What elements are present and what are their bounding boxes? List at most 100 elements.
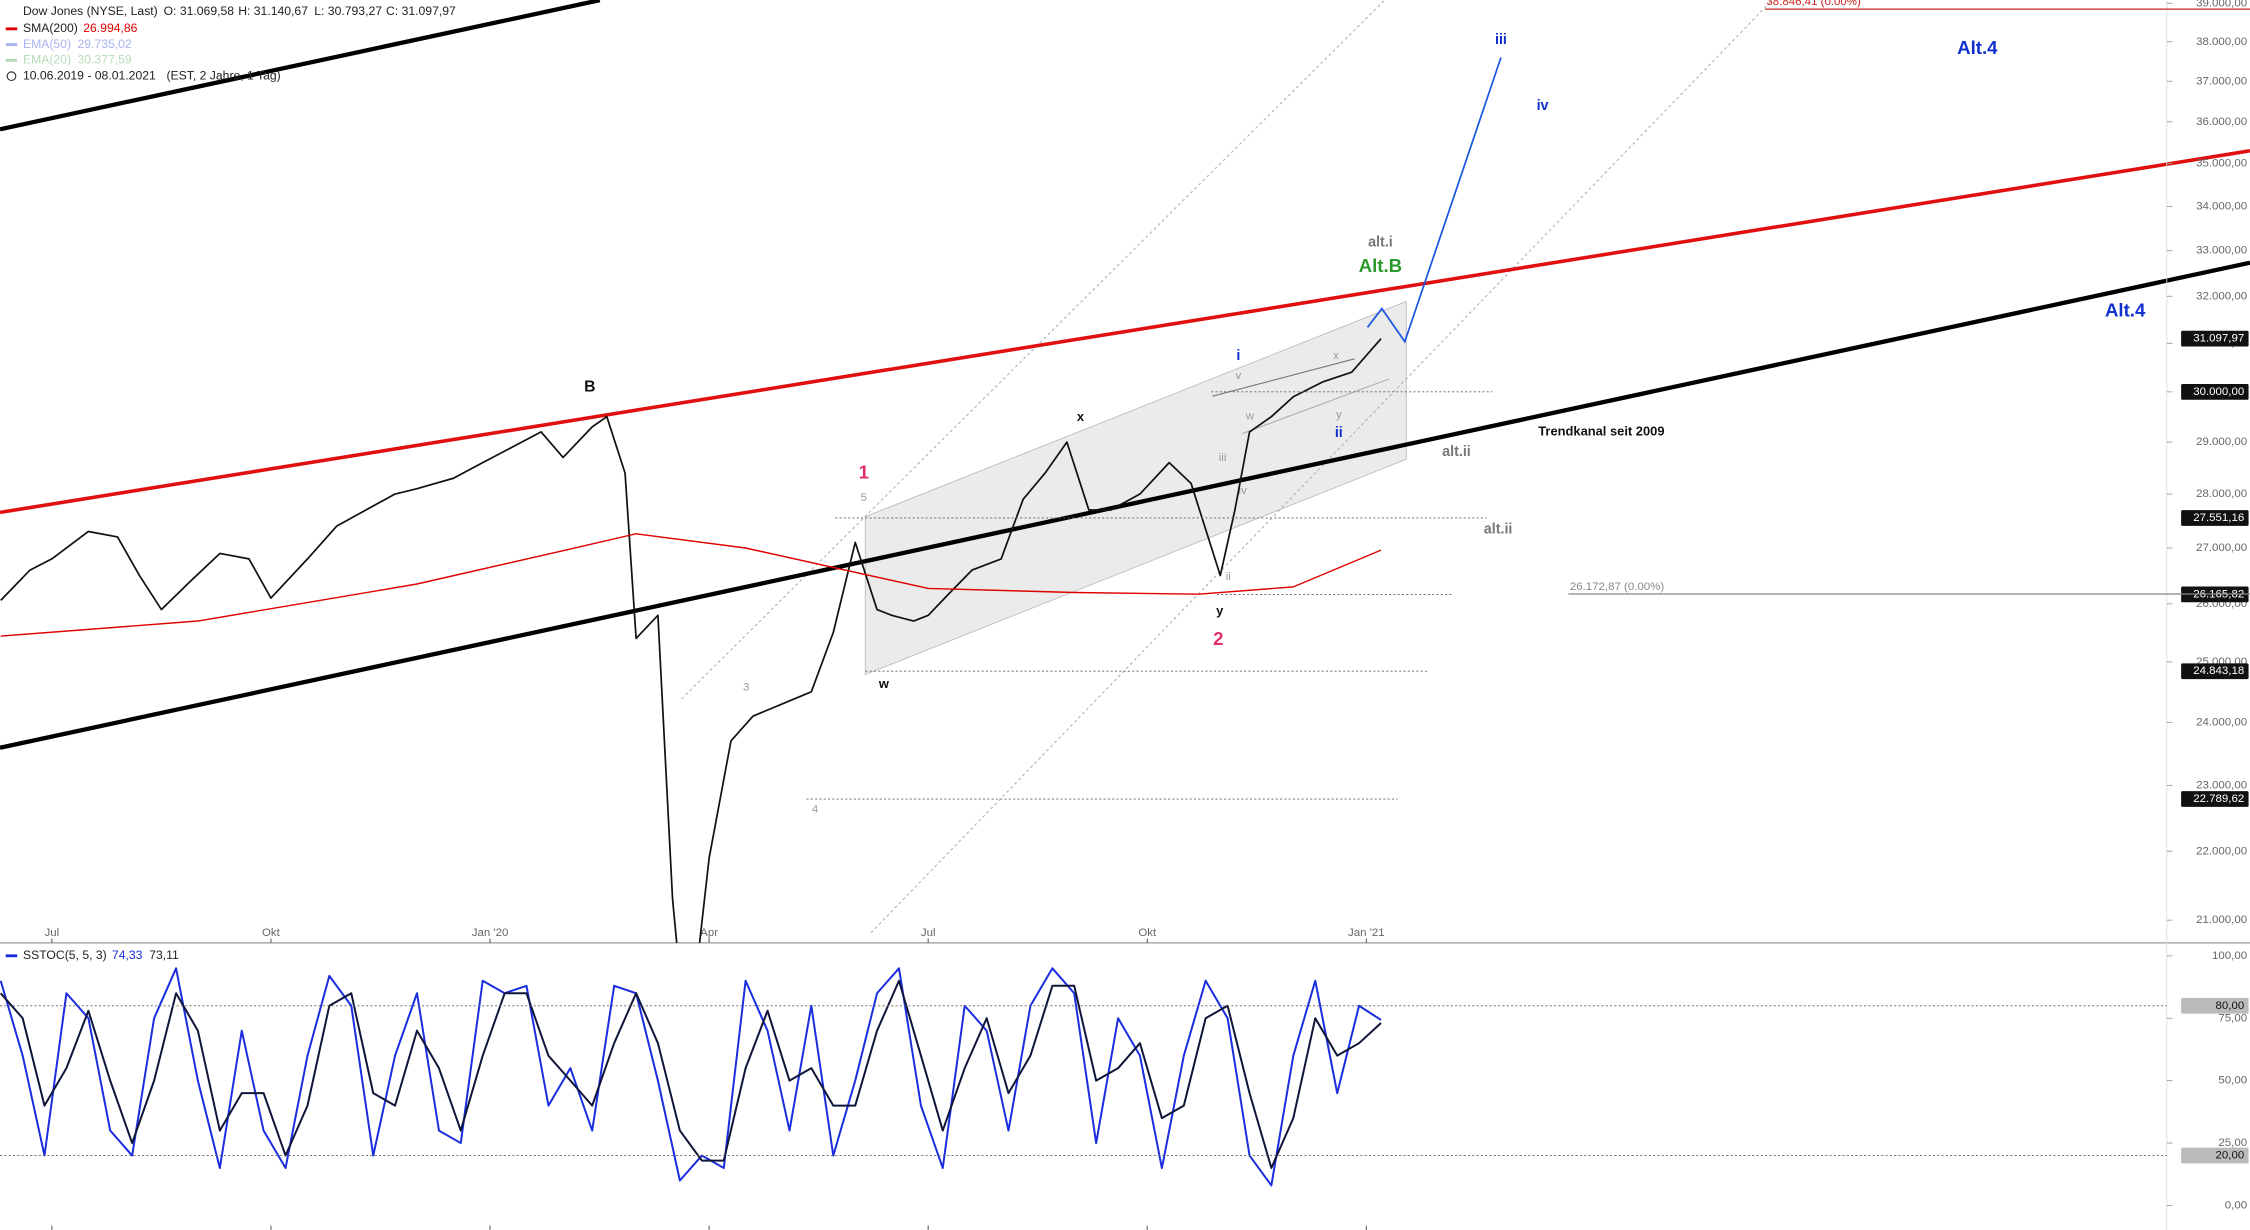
x-tick-label: Apr xyxy=(700,927,718,939)
x-tick-label: Jan '21 xyxy=(1348,927,1385,939)
alt-label: alt.ii xyxy=(1442,444,1471,460)
y-tick-label: 33.000,00 xyxy=(2196,245,2247,257)
y-tick-label: 24.000,00 xyxy=(2196,716,2247,728)
y-tick-label: 28.000,00 xyxy=(2196,488,2247,500)
y-tick-label: 50,00 xyxy=(2218,1075,2247,1087)
alt-label: Alt.B xyxy=(1359,255,1403,276)
alt-label: alt.ii xyxy=(1484,521,1513,537)
ohlc: H: 31.140,67 xyxy=(238,4,308,18)
x-tick-label: Jan '20 xyxy=(472,927,509,939)
y-tick-label: 75,00 xyxy=(2218,1012,2247,1024)
helper-line xyxy=(1212,358,1355,397)
legend-value: 30.377,59 xyxy=(77,53,131,67)
level-label: 31.097,97 xyxy=(2193,333,2244,345)
y-tick-label: 27.000,00 xyxy=(2196,542,2247,554)
wave-label: w xyxy=(878,676,890,691)
trend-line xyxy=(0,149,2250,515)
wave-label: ii xyxy=(1226,571,1231,583)
y-tick-label: 100,00 xyxy=(2212,950,2247,962)
wave-label: i xyxy=(1236,348,1240,364)
y-tick-label: 39.000,00 xyxy=(2196,0,2247,9)
series-line xyxy=(0,338,1382,943)
level-label: 20,00 xyxy=(2216,1150,2245,1162)
channel xyxy=(864,300,1407,676)
x-tick-label: Jul xyxy=(45,927,60,939)
wave-label: 1 xyxy=(859,462,869,483)
series-line xyxy=(0,979,1382,1170)
wave-label: ii xyxy=(1335,425,1343,441)
level-box xyxy=(2181,383,2249,400)
legend-entry: SMA(200) xyxy=(23,21,78,35)
y-tick-label: 22.000,00 xyxy=(2196,845,2247,857)
legend-value: 26.994,86 xyxy=(83,21,137,35)
level-box xyxy=(2181,663,2249,680)
level-box xyxy=(2181,997,2249,1014)
alt-label: Alt.4 xyxy=(2105,299,2146,320)
trend-line xyxy=(0,0,601,132)
period: 10.06.2019 - 08.01.2021 xyxy=(23,68,156,82)
series-line xyxy=(0,967,1382,1187)
legend-entry: EMA(20) xyxy=(23,53,71,67)
level-box xyxy=(2181,330,2249,347)
y-tick-label: 0,00 xyxy=(2225,1199,2247,1211)
wave-label: x xyxy=(1333,350,1339,362)
x-tick-label: Jul xyxy=(921,927,936,939)
y-tick-label: 25,00 xyxy=(2218,1137,2247,1149)
wave-label: v xyxy=(1235,370,1241,382)
wave-label: B xyxy=(584,379,595,396)
y-tick-label: 35.000,00 xyxy=(2196,158,2247,170)
wave-label: w xyxy=(1245,410,1255,422)
fib-label: 38.846,41 (0.00%) xyxy=(1766,0,1861,8)
level-box xyxy=(2181,791,2249,807)
wave-label: 5 xyxy=(861,492,867,504)
series-line xyxy=(0,533,1382,637)
y-tick-label: 23.000,00 xyxy=(2196,779,2247,791)
helper-line xyxy=(681,0,1386,700)
annotations: B 1 2 5 3 4 w x y i ii iii iv Alt.4 Alt.… xyxy=(584,32,2146,815)
wave-label: iv xyxy=(1239,485,1248,497)
ohlc: O: 31.069,58 xyxy=(164,4,235,18)
ohlc: L: 30.793,27 xyxy=(314,4,382,18)
header: Dow Jones (NYSE, Last) O: 31.069,58 H: 3… xyxy=(6,4,456,82)
period-note: (EST, 2 Jahre, 1 Tag) xyxy=(166,68,280,82)
y-tick-label: 38.000,00 xyxy=(2196,36,2247,48)
y-tick-label: 21.000,00 xyxy=(2196,914,2247,926)
wave-label: iv xyxy=(1537,98,1549,114)
wave-label: y xyxy=(1216,603,1224,618)
wave-label: iii xyxy=(1219,452,1227,464)
x-tick-label: Okt xyxy=(262,927,281,939)
y-tick-label: 37.000,00 xyxy=(2196,75,2247,87)
wave-label: 2 xyxy=(1213,628,1223,649)
trend-line xyxy=(0,260,2250,750)
level-label: 30.000,00 xyxy=(2193,386,2244,398)
level-label: 24.843,18 xyxy=(2193,665,2244,677)
wave-label: iii xyxy=(1495,32,1507,48)
legend-value: 74,33 xyxy=(112,948,143,962)
level-box xyxy=(2181,1147,2249,1164)
projection xyxy=(1366,57,1502,344)
level-label: 22.789,62 xyxy=(2193,793,2244,805)
plot xyxy=(0,338,1382,943)
alt-label: Alt.4 xyxy=(1957,37,1998,58)
ohlc: C: 31.097,97 xyxy=(386,4,456,18)
fib-label: 26.172,87 (0.00%) xyxy=(1570,581,1665,593)
legend-value: 73,11 xyxy=(149,948,179,962)
wave-label: x xyxy=(1077,409,1085,424)
legend-entry: EMA(50) xyxy=(23,37,71,51)
wave-label: 3 xyxy=(743,681,749,693)
helper-line xyxy=(870,0,1773,934)
level-label: 80,00 xyxy=(2216,1000,2245,1012)
alt-label: alt.i xyxy=(1368,234,1393,250)
wave-label: y xyxy=(1336,409,1342,421)
title: Dow Jones (NYSE, Last) xyxy=(23,4,158,18)
trend-label: Trendkanal seit 2009 xyxy=(1538,423,1664,438)
y-tick-label: 34.000,00 xyxy=(2196,201,2247,213)
legend-entry: SSTOC(5, 5, 3) xyxy=(23,948,107,962)
legend-value: 29.735,02 xyxy=(77,37,131,51)
clock-icon xyxy=(6,71,17,82)
y-tick-label: 32.000,00 xyxy=(2196,290,2247,302)
wave-label: 4 xyxy=(812,803,819,815)
level-label: 27.551,16 xyxy=(2193,512,2244,524)
